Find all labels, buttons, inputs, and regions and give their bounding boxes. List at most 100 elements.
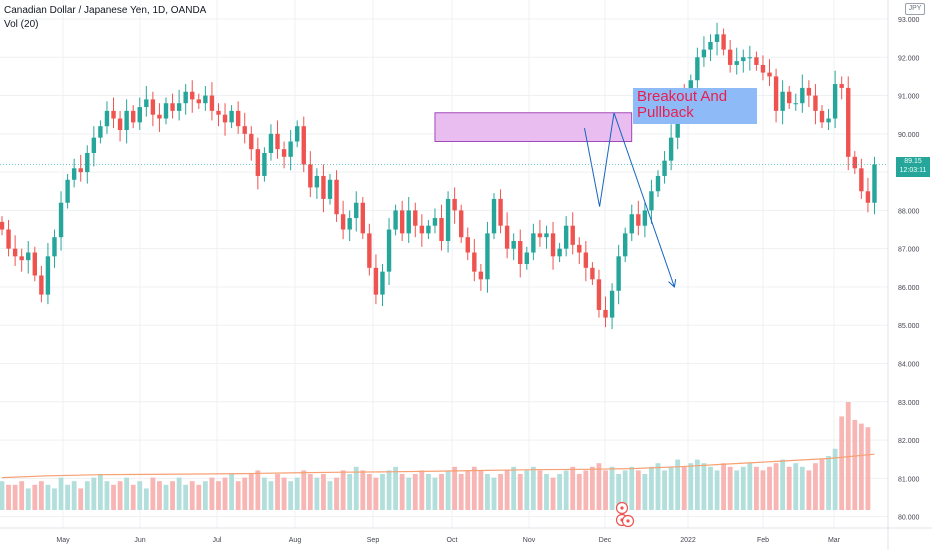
volume-bar [196, 484, 202, 510]
candle [603, 296, 608, 328]
event-marker-icon[interactable] [615, 501, 629, 515]
candlesticks [0, 22, 877, 330]
volume-bar [432, 477, 438, 510]
volume-bar [366, 474, 372, 510]
symbol-title[interactable]: Canadian Dollar / Japanese Yen, 1D, OAND… [4, 5, 207, 16]
candle [117, 110, 123, 142]
volume-bar [688, 463, 694, 510]
volume-bar [609, 466, 615, 510]
volume-bar [45, 484, 51, 510]
last-price-value: 89.15 [904, 158, 922, 165]
volume-bar [406, 477, 412, 510]
volume-bar [793, 463, 799, 510]
time-tick-label: Dec [599, 537, 612, 544]
volume-bar [642, 474, 648, 510]
volume-bar [603, 470, 608, 510]
candle [780, 80, 785, 125]
candle [872, 156, 877, 215]
volume-bar [740, 466, 746, 510]
candle [806, 80, 812, 108]
volume-bar [550, 477, 556, 510]
candle [852, 151, 857, 175]
volume-bar [832, 448, 838, 510]
candle [721, 28, 726, 56]
volume-bar [616, 474, 622, 510]
candle [183, 84, 188, 115]
candle [846, 76, 851, 171]
candle [708, 34, 713, 62]
volume-bar [157, 481, 162, 510]
candle [747, 45, 753, 71]
volume-bar [327, 481, 333, 510]
candle [623, 227, 628, 263]
annotation-text-box[interactable]: Breakout And Pullback [633, 88, 757, 124]
time-axis[interactable]: May Jun Jul Aug Sep Oct Nov Dec 2022 Feb Mar [56, 537, 840, 544]
price-tick-label: 90.000 [898, 132, 920, 139]
candle [550, 221, 556, 270]
candle [504, 212, 510, 259]
candle [216, 103, 221, 127]
volume-bar [143, 488, 149, 510]
candle [58, 191, 64, 251]
volume-bar [170, 481, 175, 510]
volume-bar [426, 474, 431, 510]
volume-bar [629, 466, 635, 510]
candle [380, 263, 385, 307]
candle [347, 210, 352, 242]
candle [367, 223, 372, 276]
volume-bar [58, 477, 64, 510]
candle [609, 283, 615, 330]
volume-bar [380, 474, 385, 510]
breakout-zone-rectangle[interactable] [434, 112, 633, 142]
time-tick-label: 2022 [680, 537, 696, 544]
candle [668, 124, 674, 171]
candle [518, 229, 523, 278]
volume-bar [393, 466, 398, 510]
currency-badge[interactable]: JPY [905, 3, 925, 15]
price-tick-label: 82.000 [898, 438, 920, 445]
time-tick-label: Feb [757, 537, 769, 544]
candle [787, 85, 792, 109]
volume-bar [347, 474, 353, 510]
candle [596, 269, 602, 318]
candle [590, 262, 595, 286]
volume-bar [819, 459, 825, 510]
candle [800, 74, 805, 113]
volume-bar [301, 470, 307, 510]
volume-bar [675, 459, 681, 510]
volume-bar [852, 420, 858, 510]
grid-lines [0, 0, 888, 528]
candle [832, 70, 838, 129]
price-axis[interactable]: 93.00092.00091.00090.00089.00088.00087.0… [898, 17, 920, 522]
volume-bar [714, 470, 720, 510]
candle [701, 36, 707, 67]
volume-bar [439, 474, 444, 510]
dividend-event-markers[interactable] [615, 501, 635, 528]
candle [354, 191, 359, 232]
volume-bar [202, 481, 208, 510]
candle [281, 141, 287, 169]
candle [642, 202, 648, 238]
volume-bar [399, 474, 405, 510]
projection-arrow[interactable] [584, 112, 677, 288]
volume-indicator-label[interactable]: Vol (20) [4, 19, 39, 30]
volume-bar [799, 466, 805, 510]
volume-bar [858, 423, 864, 510]
volume-bar [314, 477, 320, 510]
volume-bar [6, 484, 11, 510]
volume-bar [747, 463, 753, 510]
volume-bar [773, 463, 779, 510]
candle [26, 241, 31, 274]
time-tick-label: Nov [523, 537, 536, 544]
candle [563, 216, 569, 257]
volume-bar [25, 488, 31, 510]
candle [859, 158, 864, 199]
event-marker-icon[interactable] [621, 514, 635, 528]
volume-bar [845, 402, 851, 510]
candle [12, 235, 18, 266]
candle [813, 84, 818, 125]
candle [452, 187, 457, 224]
candle [583, 241, 589, 282]
price-tick-label: 84.000 [898, 362, 920, 369]
